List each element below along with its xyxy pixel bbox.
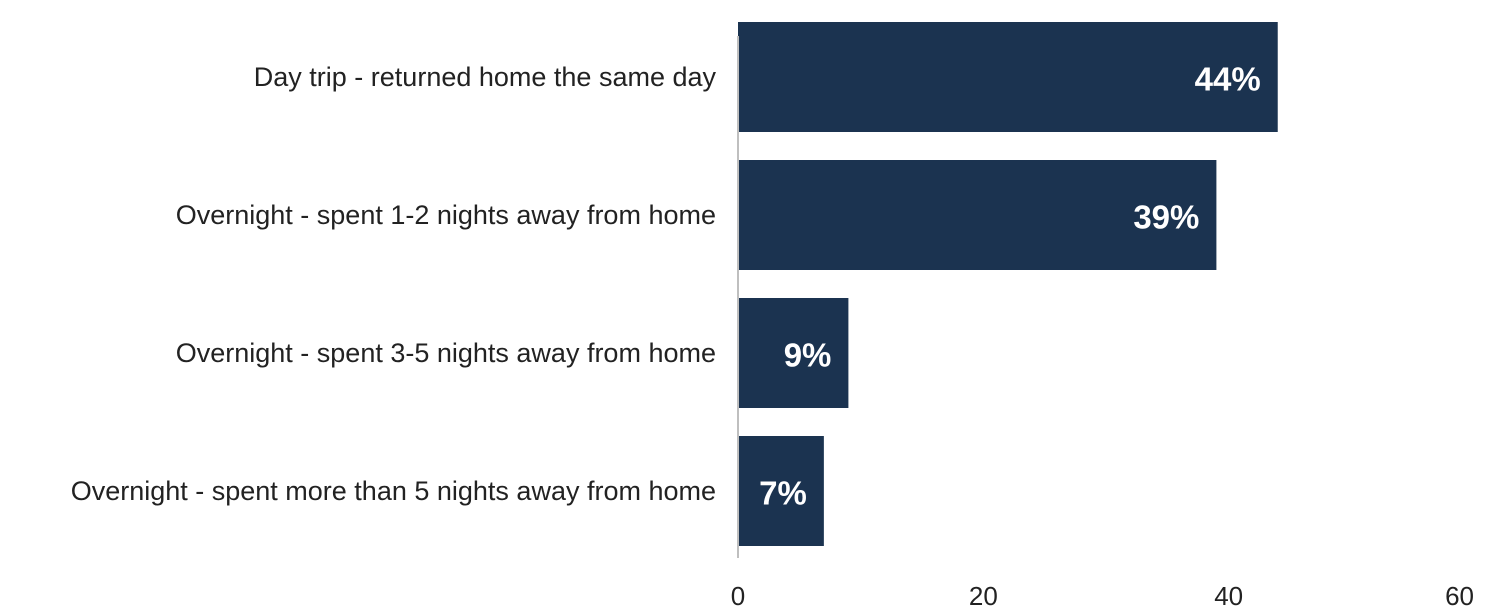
x-tick-label: 40: [1214, 581, 1243, 608]
category-labels: Day trip - returned home the same day Ove…: [71, 62, 717, 506]
bar: [738, 22, 1278, 132]
bars-group: [738, 22, 1278, 546]
data-label: 7%: [759, 475, 807, 512]
category-label: Overnight - spent more than 5 nights awa…: [71, 476, 716, 506]
x-tick-label: 0: [731, 581, 745, 608]
data-labels: 44% 39% 9% 7%: [759, 61, 1261, 512]
bar: [738, 160, 1217, 270]
category-label: Day trip - returned home the same day: [254, 62, 717, 92]
data-label: 9%: [784, 337, 832, 374]
x-tick-label: 20: [969, 581, 998, 608]
x-tick-label: 60: [1445, 581, 1474, 608]
bar: [738, 298, 849, 408]
data-label: 44%: [1195, 61, 1261, 98]
category-label: Overnight - spent 3-5 nights away from h…: [176, 338, 716, 368]
bar: [738, 436, 824, 546]
data-label: 39%: [1133, 199, 1199, 236]
x-tick-labels: 0 20 40 60: [731, 581, 1474, 608]
category-label: Overnight - spent 1-2 nights away from h…: [176, 200, 716, 230]
